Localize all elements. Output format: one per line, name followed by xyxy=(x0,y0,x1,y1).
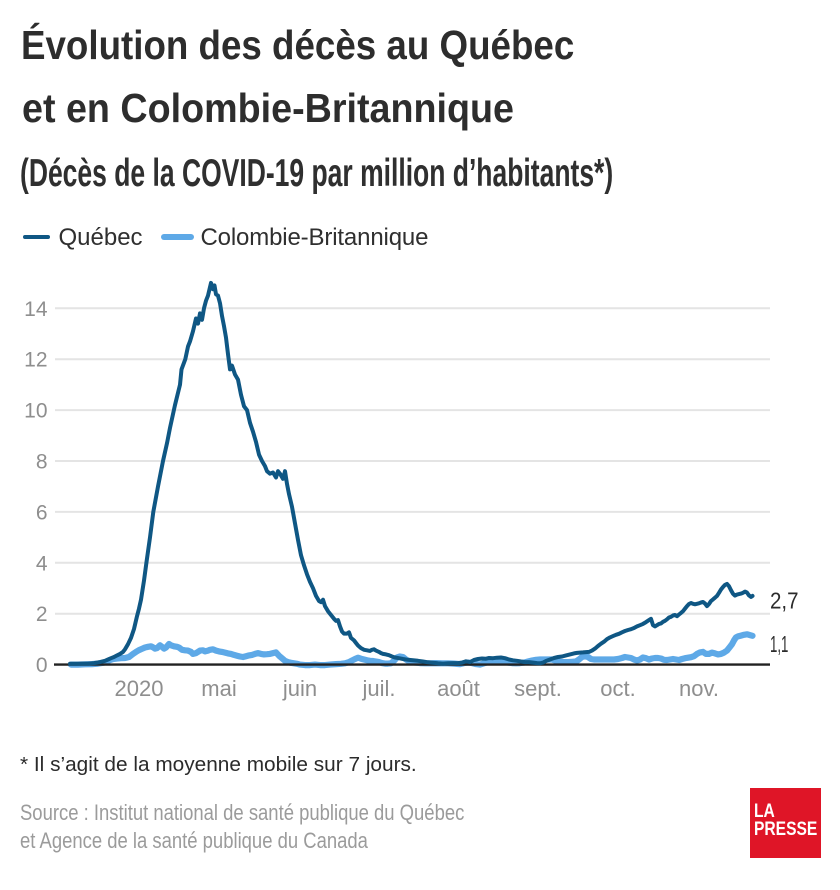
svg-text:8: 8 xyxy=(36,451,48,474)
svg-text:2: 2 xyxy=(36,603,48,626)
svg-text:août: août xyxy=(437,676,480,701)
svg-text:2020: 2020 xyxy=(115,676,164,701)
svg-text:0: 0 xyxy=(36,654,48,677)
svg-text:oct.: oct. xyxy=(600,676,635,701)
svg-text:sept.: sept. xyxy=(514,676,562,701)
svg-text:6: 6 xyxy=(36,501,48,524)
svg-text:juil.: juil. xyxy=(361,676,395,701)
svg-text:1,1: 1,1 xyxy=(770,631,788,657)
svg-text:mai: mai xyxy=(201,676,236,701)
svg-text:juin: juin xyxy=(282,676,317,701)
svg-text:14: 14 xyxy=(24,298,48,321)
svg-text:4: 4 xyxy=(36,552,48,575)
svg-text:2,7: 2,7 xyxy=(770,587,799,613)
svg-text:10: 10 xyxy=(24,400,47,423)
svg-text:12: 12 xyxy=(24,349,47,372)
svg-text:nov.: nov. xyxy=(679,676,719,701)
